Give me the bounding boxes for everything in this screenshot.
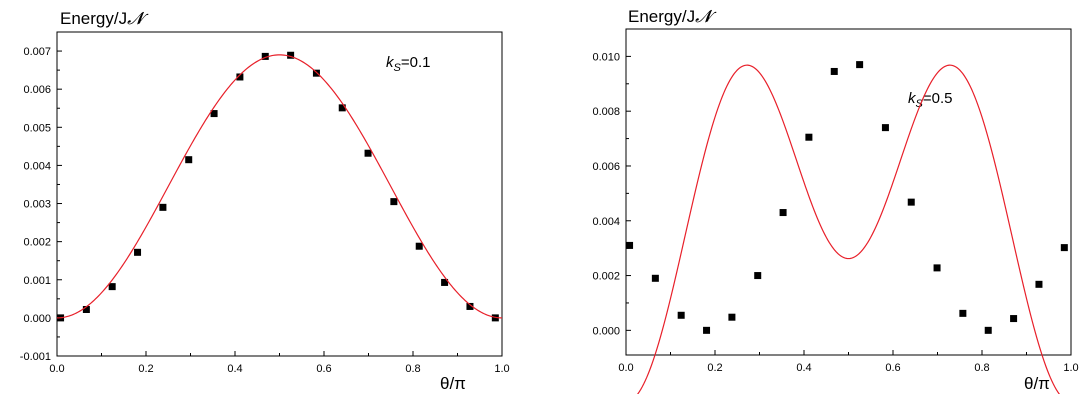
data-point xyxy=(415,242,423,250)
plot-frame xyxy=(625,28,1072,356)
y-tick-label: 0.007 xyxy=(23,46,51,58)
x-tick-label: 0.0 xyxy=(49,363,64,375)
data-point xyxy=(881,124,889,132)
x-tick-label: 0.6 xyxy=(316,363,331,375)
ks-annotation: kS=0.5 xyxy=(908,90,952,110)
data-point xyxy=(82,305,90,313)
y-tick-label: 0.000 xyxy=(592,325,620,337)
data-point xyxy=(134,248,142,256)
chart-panel-ks-0.5: Energy/J𝓝 θ/π kS=0.5 0.0 0.2 0.4 0.6 0.8 1.00… xyxy=(592,7,1079,394)
x-tick-label: 0.4 xyxy=(796,362,811,374)
x-tick-label: 0.6 xyxy=(885,362,900,374)
x-axis-title: θ/π xyxy=(440,374,466,393)
data-point xyxy=(261,52,269,60)
data-point xyxy=(159,203,167,211)
data-point xyxy=(651,274,659,282)
data-point xyxy=(959,309,967,317)
data-point xyxy=(830,67,838,75)
data-point xyxy=(805,133,813,141)
y-tick-label: 0.008 xyxy=(592,106,620,118)
series-layer xyxy=(56,51,503,322)
x-tick-label: 0.2 xyxy=(138,363,153,375)
data-point xyxy=(1060,244,1068,252)
ks-annotation: kS=0.1 xyxy=(386,54,430,74)
data-point xyxy=(626,241,634,249)
y-tick-label: -0.001 xyxy=(20,351,51,363)
data-point xyxy=(185,156,193,164)
data-point xyxy=(754,272,762,280)
data-point xyxy=(338,104,346,112)
x-tick-label: 0.2 xyxy=(707,362,722,374)
data-point xyxy=(287,51,295,59)
data-point xyxy=(1035,280,1043,288)
y-tick-label: 0.001 xyxy=(23,275,51,287)
data-point xyxy=(210,110,218,118)
y-tick-label: 0.010 xyxy=(592,51,620,63)
calligraphic-n-symbol: 𝓝 xyxy=(127,9,149,28)
y-tick-label: 0.003 xyxy=(23,199,51,211)
y-tick-label: 0.005 xyxy=(23,122,51,134)
series-layer xyxy=(626,61,1068,394)
x-tick-label: 1.0 xyxy=(494,363,509,375)
data-point xyxy=(390,198,398,206)
data-point xyxy=(108,283,116,291)
data-point xyxy=(466,302,474,310)
y-tick-label: 0.004 xyxy=(592,216,620,228)
calligraphic-n-symbol: 𝓝 xyxy=(695,7,717,26)
x-tick-label: 0.8 xyxy=(405,363,420,375)
fit-line xyxy=(637,64,1060,394)
data-point xyxy=(236,73,244,81)
y-tick-label: 0.000 xyxy=(23,313,51,325)
y-tick-label: 0.006 xyxy=(592,161,620,173)
y-axis-title: Energy/J𝓝 xyxy=(628,7,717,26)
data-point xyxy=(984,326,992,334)
data-point xyxy=(907,198,915,206)
data-point xyxy=(703,326,711,334)
data-point xyxy=(441,278,449,286)
y-tick-label: 0.002 xyxy=(592,271,620,283)
chart-panel-ks-0.1: Energy/J𝓝 θ/π kS=0.1 0.0 0.2 0.4 0.6 0.8 1.0 -… xyxy=(20,9,510,393)
data-point xyxy=(856,61,864,69)
x-tick-label: 0.4 xyxy=(227,363,242,375)
data-point xyxy=(728,313,736,321)
x-tick-label: 0.8 xyxy=(974,362,989,374)
data-point xyxy=(677,311,685,319)
data-point xyxy=(933,264,941,272)
axis-ticks: 0.0 0.2 0.4 0.6 0.8 1.0 -0.001 0.000 0.001 0.002 0… xyxy=(20,46,510,375)
data-point xyxy=(364,149,372,157)
y-axis-title: Energy/J𝓝 xyxy=(60,9,149,28)
x-tick-label: 0.0 xyxy=(618,362,633,374)
y-tick-label: 0.006 xyxy=(23,84,51,96)
fit-line xyxy=(56,54,503,319)
x-axis-title: θ/π xyxy=(1024,374,1050,393)
data-point xyxy=(779,209,787,217)
y-tick-label: 0.004 xyxy=(23,160,51,172)
y-tick-label: 0.002 xyxy=(23,237,51,249)
axis-ticks: 0.0 0.2 0.4 0.6 0.8 1.0 0.000 0.002 0.004 0.006 0.… xyxy=(592,51,1078,374)
plot-frame xyxy=(56,31,503,357)
data-point xyxy=(1010,315,1018,323)
x-tick-label: 1.0 xyxy=(1063,362,1078,374)
